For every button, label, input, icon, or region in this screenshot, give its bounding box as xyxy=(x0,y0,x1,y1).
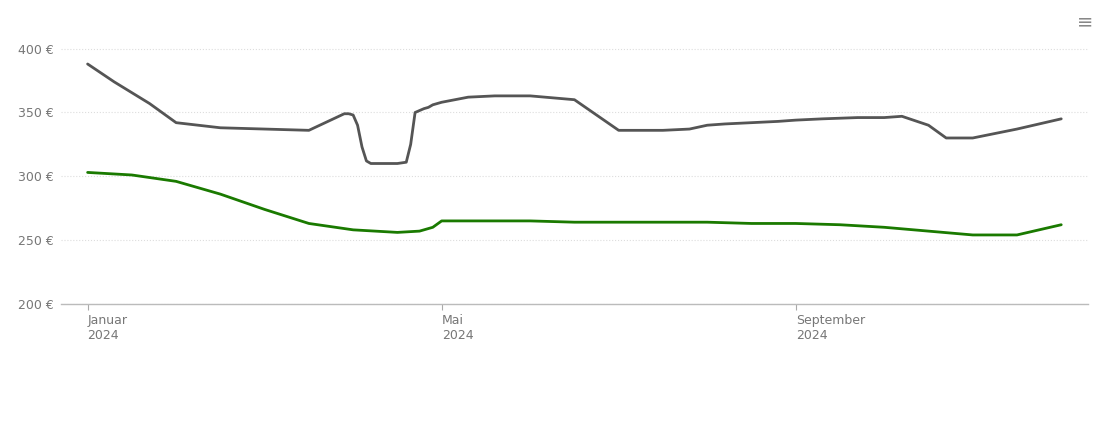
Text: ≡: ≡ xyxy=(1077,13,1093,32)
Legend: lose Ware, Sackware: lose Ware, Sackware xyxy=(467,417,682,422)
